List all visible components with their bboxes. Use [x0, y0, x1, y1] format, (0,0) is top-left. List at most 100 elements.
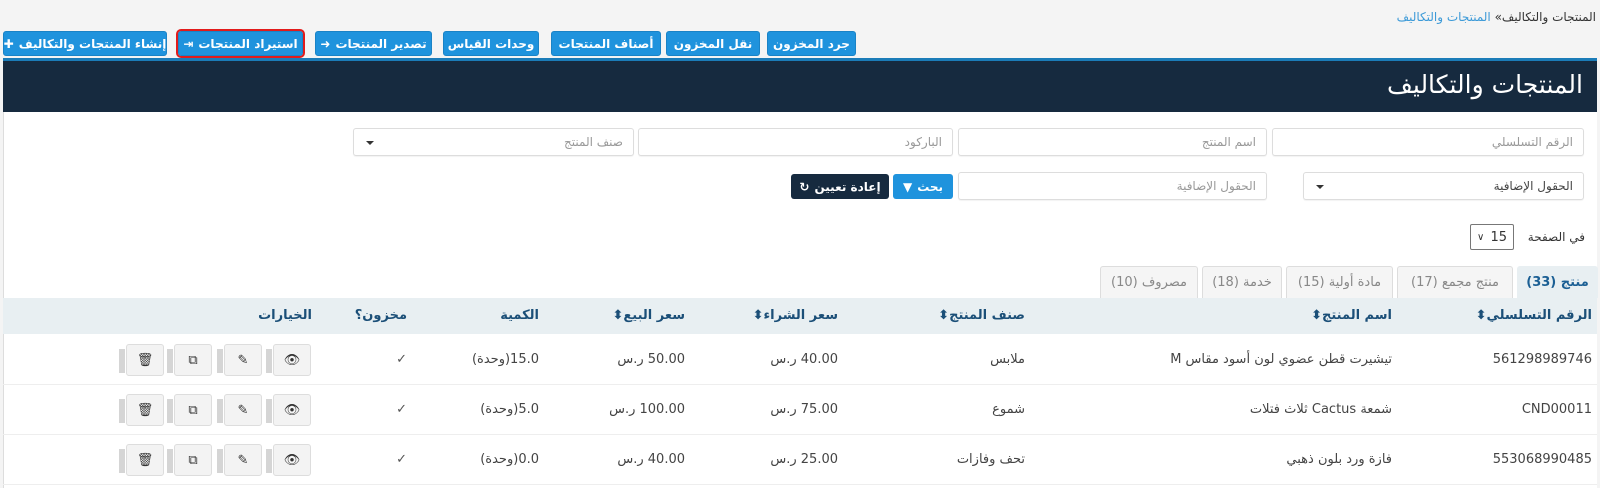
cell-sell: 40.00 ر.س [617, 452, 685, 467]
delete-button[interactable]: 🗑 [119, 394, 164, 426]
tab-bundle[interactable]: منتج مجمع (17) [1397, 266, 1513, 298]
panel-header: المنتجات والتكاليف [3, 58, 1597, 112]
button-label: إعادة تعيين [814, 179, 881, 194]
col-quantity: الكمية [500, 308, 539, 323]
tab-expense[interactable]: مصروف (10) [1100, 266, 1198, 298]
eye-icon: 👁 [283, 452, 301, 468]
edit-button[interactable]: ✎ [217, 444, 262, 476]
reset-button[interactable]: إعادة تعيين ↻ [791, 174, 889, 199]
sort-icon: ⬍ [1475, 308, 1487, 323]
trash-icon: 🗑 [136, 452, 154, 468]
sort-icon: ⬍ [1311, 308, 1322, 323]
col-name[interactable]: اسم المنتج⬍ [1311, 308, 1392, 323]
import-icon: ⇥ [183, 36, 194, 51]
button-label: إنشاء المنتجات والتكاليف [18, 36, 167, 51]
edit-button[interactable]: ✎ [217, 344, 262, 376]
edit-icon: ✎ [237, 452, 249, 468]
chevron-down-icon: ∨ [1477, 231, 1485, 243]
copy-icon: ⧉ [188, 352, 198, 368]
extra-fields-select[interactable]: الحقول الإضافية [1303, 172, 1584, 200]
search-button[interactable]: بحث ▼ [893, 174, 953, 199]
cell-buy: 25.00 ر.س [770, 452, 838, 467]
tab-raw-material[interactable]: مادة أولية (15) [1286, 266, 1393, 298]
cell-buy: 40.00 ر.س [770, 352, 838, 367]
delete-button[interactable]: 🗑 [119, 444, 164, 476]
tab-service[interactable]: خدمة (18) [1202, 266, 1282, 298]
extra-fields-value: الحقول الإضافية [1493, 179, 1573, 193]
cell-sell: 50.00 ر.س [617, 352, 685, 367]
table-row: CND00011 شمعة Cactus ثلاث فتلات شموع 75.00 … [3, 385, 1597, 435]
view-button[interactable]: 👁 [266, 444, 311, 476]
duplicate-button[interactable]: ⧉ [167, 444, 212, 476]
col-sell-price[interactable]: سعر البيع⬍ [612, 308, 685, 323]
button-label: جرد المخزون [773, 36, 850, 51]
breadcrumb: المنتجات والتكاليف» المنتجات والتكاليف [1397, 10, 1596, 24]
eye-icon: 👁 [283, 402, 301, 418]
cell-category: تحف وفازات [956, 452, 1025, 467]
plus-icon: ✚ [3, 36, 14, 51]
export-icon: ➜ [320, 36, 331, 51]
breadcrumb-link[interactable]: المنتجات والتكاليف [1396, 10, 1491, 24]
filter-icon: ▼ [902, 179, 913, 194]
trash-icon: 🗑 [136, 352, 154, 368]
edit-button[interactable]: ✎ [217, 394, 262, 426]
stock-transfer-button[interactable]: نقل المخزون [666, 31, 760, 56]
cell-stored: ✓ [396, 352, 407, 367]
product-categories-button[interactable]: أصناف المنتجات [551, 31, 661, 56]
category-select[interactable]: صنف المنتج [353, 128, 634, 156]
cell-category: ملابس [990, 352, 1025, 367]
create-product-button[interactable]: إنشاء المنتجات والتكاليف ✚ [3, 31, 167, 56]
refresh-icon: ↻ [799, 179, 810, 194]
view-button[interactable]: 👁 [266, 394, 311, 426]
caret-down-icon [366, 141, 374, 145]
cell-serial: 561298989746 [1492, 352, 1592, 367]
button-label: استيراد المنتجات [198, 36, 298, 51]
product-name-input[interactable]: اسم المنتج [958, 128, 1267, 156]
col-serial[interactable]: الرقم التسلسلي⬍ [1475, 308, 1592, 323]
button-label: نقل المخزون [673, 36, 753, 51]
extra-fields-input[interactable]: الحقول الإضافية [958, 172, 1267, 200]
cell-qty: 15.0(وحدة) [471, 352, 539, 367]
col-category[interactable]: صنف المنتج⬍ [938, 308, 1025, 323]
cell-name: فازة ورد بلون ذهبي [1286, 452, 1392, 467]
duplicate-button[interactable]: ⧉ [167, 344, 212, 376]
import-products-button[interactable]: استيراد المنتجات ⇥ [176, 29, 305, 58]
units-button[interactable]: وحدات القياس [443, 31, 539, 56]
table-row: 553068990485 فازة ورد بلون ذهبي تحف وفازات… [3, 435, 1597, 485]
eye-icon: 👁 [283, 352, 301, 368]
cell-buy: 75.00 ر.س [770, 402, 838, 417]
delete-button[interactable]: 🗑 [119, 344, 164, 376]
cell-name: شمعة Cactus ثلاث فتلات [1249, 402, 1392, 417]
breadcrumb-separator: » [1494, 10, 1502, 24]
button-label: تصدير المنتجات [335, 36, 427, 51]
sort-icon: ⬍ [938, 308, 950, 323]
cell-stored: ✓ [396, 402, 407, 417]
barcode-input[interactable]: الباركود [638, 128, 953, 156]
view-button[interactable]: 👁 [266, 344, 311, 376]
caret-down-icon [1316, 185, 1324, 189]
cell-stored: ✓ [396, 452, 407, 467]
button-label: وحدات القياس [447, 36, 535, 51]
sort-icon: ⬍ [752, 308, 764, 323]
page-title: المنتجات والتكاليف [1387, 70, 1583, 99]
duplicate-button[interactable]: ⧉ [167, 394, 212, 426]
breadcrumb-current: المنتجات والتكاليف [1501, 10, 1596, 24]
per-page-label: في الصفحة [1527, 230, 1585, 244]
button-label: أصناف المنتجات [558, 36, 654, 51]
col-buy-price[interactable]: سعر الشراء⬍ [752, 308, 838, 323]
edit-icon: ✎ [237, 402, 249, 418]
export-products-button[interactable]: تصدير المنتجات ➜ [315, 31, 432, 56]
trash-icon: 🗑 [136, 402, 154, 418]
per-page-select[interactable]: ∨ 15 [1470, 224, 1514, 250]
sort-icon: ⬍ [612, 308, 624, 323]
button-label: بحث [917, 179, 944, 194]
per-page-value: 15 [1490, 229, 1507, 245]
table-header: الرقم التسلسلي⬍ اسم المنتج⬍ صنف المنتج⬍ … [3, 298, 1597, 334]
tab-product[interactable]: منتج (33) [1517, 266, 1598, 298]
stock-count-button[interactable]: جرد المخزون [767, 31, 856, 56]
cell-qty: 5.0(وحدة) [480, 402, 539, 417]
table-row: 561298989746 تيشيرت قطن عضوي لون أسود مقا… [3, 335, 1597, 385]
serial-input[interactable]: الرقم التسلسلي [1272, 128, 1584, 156]
cell-sell: 100.00 ر.س [609, 402, 685, 417]
edit-icon: ✎ [237, 352, 249, 368]
